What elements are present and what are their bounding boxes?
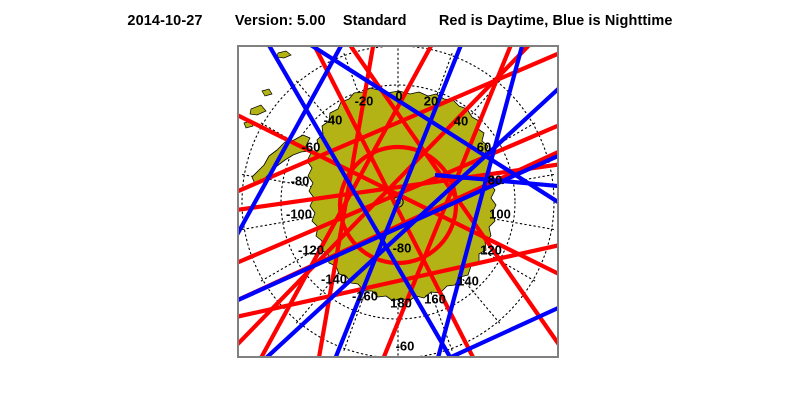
graticule-label: -80 [392,240,412,256]
graticule-label: -140 [320,271,348,287]
graticule-label: 80 [487,172,503,188]
title-legend: Red is Daytime, Blue is Nighttime [438,13,673,29]
polar-map-plot: 0 20 40 60 80 100 120 140 160 180 -160 -140 -120 -100… [237,45,559,358]
graticule-label: -60 [301,139,321,155]
graticule-label: 100 [489,206,511,222]
graticule-label: 60 [476,139,492,155]
graticule-label: 0 [395,88,403,104]
graticule-label: -160 [351,288,379,304]
graticule-label: 160 [424,291,446,307]
title-version: Version: 5.00 [234,13,326,29]
graticule-label: -100 [285,206,313,222]
map-graphics [239,47,557,356]
graticule-label: 180 [390,295,412,311]
graticule-label: -40 [323,112,343,128]
graticule-label: 140 [457,273,479,289]
nighttime-tracks [239,47,557,356]
graticule-label: 120 [480,242,502,258]
graticule-label: -60 [395,338,415,354]
graticule-label: -80 [290,173,310,189]
graticule-label: 40 [453,113,469,129]
title-date: 2014-10-27 [127,13,203,29]
map-canvas: 0 20 40 60 80 100 120 140 160 180 -160 -140 -120 -100… [239,47,557,356]
title-mode: Standard [342,13,407,29]
graticule-label: 20 [423,93,439,109]
graticule-label: -20 [354,93,374,109]
graticule-label: -120 [297,242,325,258]
figure-title: 2014-10-27 Version: 5.00 Standard Red is… [0,13,800,29]
